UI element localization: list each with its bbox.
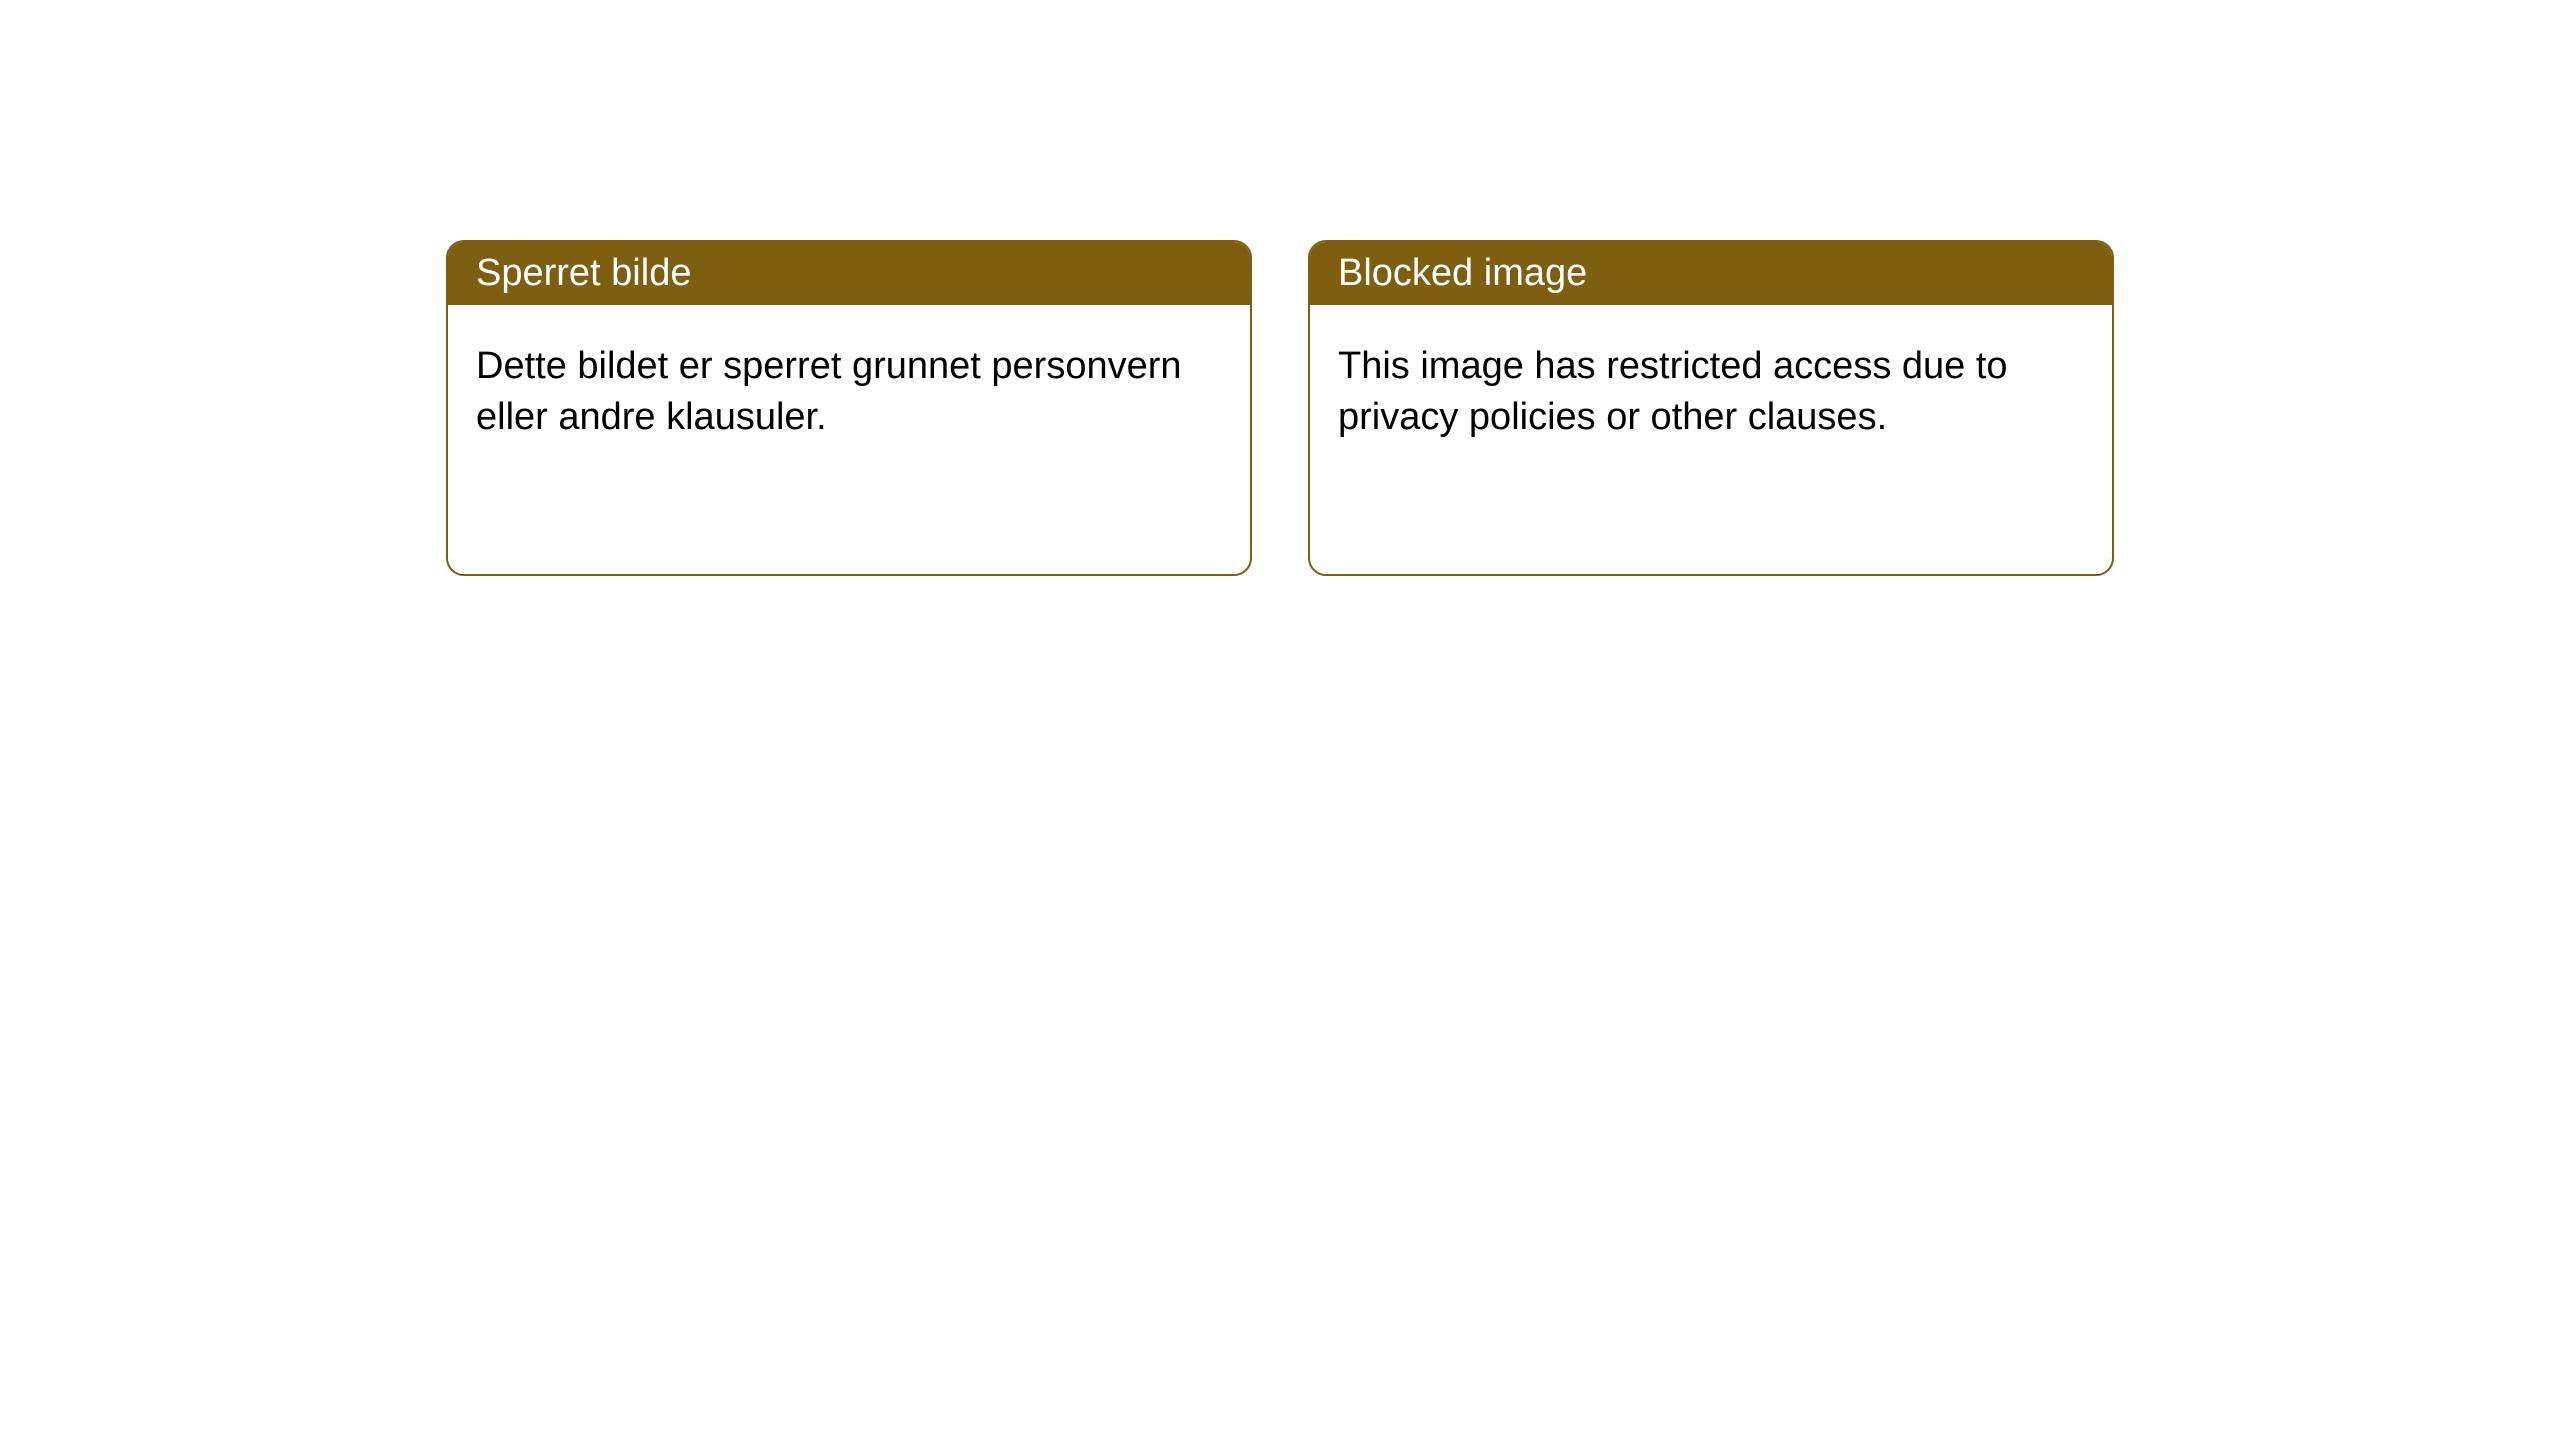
notice-title: Sperret bilde	[476, 252, 691, 294]
notice-body: This image has restricted access due to …	[1310, 305, 2112, 480]
notice-card-norwegian: Sperret bilde Dette bildet er sperret gr…	[446, 240, 1252, 576]
notice-container: Sperret bilde Dette bildet er sperret gr…	[0, 0, 2560, 576]
notice-body-text: Dette bildet er sperret grunnet personve…	[476, 345, 1182, 438]
notice-body: Dette bildet er sperret grunnet personve…	[448, 305, 1250, 480]
notice-body-text: This image has restricted access due to …	[1338, 345, 2008, 438]
notice-title: Blocked image	[1338, 252, 1587, 294]
notice-card-english: Blocked image This image has restricted …	[1308, 240, 2114, 576]
notice-header: Sperret bilde	[448, 242, 1250, 305]
notice-header: Blocked image	[1310, 242, 2112, 305]
